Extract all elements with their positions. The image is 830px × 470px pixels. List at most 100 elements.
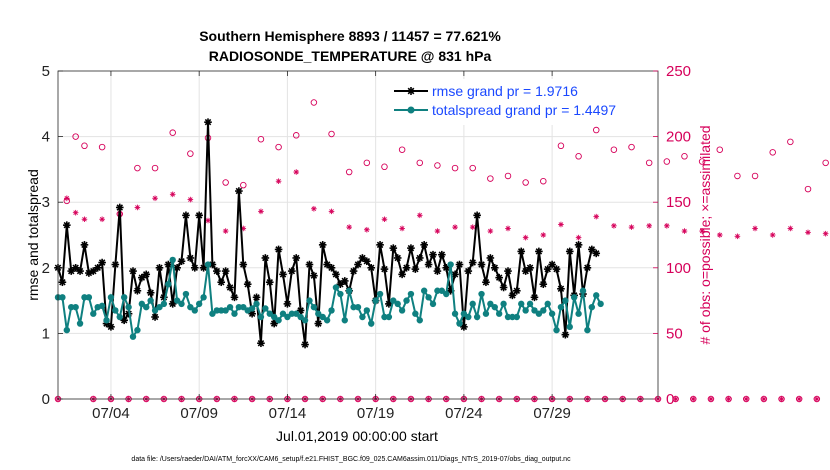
rmse-point — [221, 267, 230, 275]
rmse-point — [513, 286, 521, 295]
totalspread-point — [178, 300, 185, 308]
rmse-point — [535, 247, 543, 256]
totalspread-point — [129, 333, 137, 340]
totalspread-point — [451, 310, 459, 317]
totalspread-point — [165, 281, 172, 288]
rmse-point — [239, 260, 248, 269]
totalspread-point — [187, 303, 194, 311]
obs-assimilated-point — [699, 228, 705, 234]
obs-assimilated-point — [593, 213, 600, 220]
totalspread-point — [107, 294, 115, 301]
rmse-point — [292, 254, 301, 262]
rmse-point — [146, 288, 155, 297]
totalspread-point — [482, 310, 490, 317]
totalspread-point — [116, 313, 123, 321]
totalspread-point — [526, 300, 534, 308]
obs-assimilated-point — [743, 396, 750, 402]
obs-possible-point — [522, 179, 529, 186]
rmse-point — [486, 254, 495, 262]
obs-possible-point — [681, 153, 688, 160]
totalspread-point — [182, 290, 190, 298]
totalspread-point — [169, 256, 176, 264]
y-tick-label: 5 — [42, 63, 50, 80]
rmse-point — [265, 278, 274, 287]
obs-assimilated-point — [734, 233, 741, 240]
totalspread-point — [284, 313, 291, 321]
obs-assimilated-point — [222, 228, 229, 234]
totalspread-point — [495, 310, 503, 317]
rmse-point — [402, 264, 411, 272]
rmse-point — [261, 254, 270, 262]
obs-possible-point — [575, 153, 582, 160]
obs-assimilated-point — [258, 208, 264, 215]
obs-possible-point — [487, 175, 494, 182]
totalspread-point — [315, 310, 322, 317]
totalspread-point — [323, 317, 331, 324]
totalspread-point — [390, 297, 397, 304]
totalspread-point — [76, 320, 84, 327]
totalspread-point — [156, 303, 163, 311]
rmse-point — [217, 278, 226, 287]
obs-assimilated-point — [778, 396, 785, 402]
rmse-point — [548, 260, 556, 269]
rmse-point — [115, 203, 124, 212]
rmse-point — [464, 267, 473, 275]
obs-assimilated-point — [99, 216, 105, 223]
rmse-point — [195, 211, 203, 220]
rmse-point — [120, 316, 128, 325]
rmse-point — [451, 270, 459, 279]
totalspread-point — [509, 313, 516, 321]
rmse-point — [173, 264, 181, 272]
plot-frame — [57, 70, 659, 400]
totalspread-point — [557, 303, 565, 311]
obs-possible-point — [698, 158, 706, 165]
obs-possible-point — [363, 159, 371, 167]
totalspread-point — [213, 307, 221, 314]
totalspread-point — [469, 300, 476, 308]
rmse-point — [226, 283, 234, 292]
totalspread-point — [235, 303, 243, 311]
rmse-point — [71, 264, 80, 272]
totalspread-point — [266, 310, 273, 317]
chart-subtitle: RADIOSONDE_TEMPERATURE @ 831 hPa — [209, 48, 492, 64]
obs-assimilated-point — [690, 396, 697, 402]
totalspread-point — [412, 310, 419, 317]
rmse-point — [301, 340, 309, 349]
totalspread-point — [385, 313, 393, 321]
totalspread-point — [301, 317, 309, 324]
totalspread-point — [562, 297, 569, 304]
obs-assimilated-point — [81, 216, 88, 223]
totalspread-point — [518, 300, 525, 308]
x-tick-label: 07/04 — [92, 405, 130, 422]
obs-possible-point — [769, 149, 776, 156]
totalspread-point — [120, 294, 128, 301]
totalspread-point — [420, 287, 428, 294]
obs-assimilated-point — [364, 226, 370, 233]
totalspread-point — [544, 300, 551, 308]
obs-assimilated-point — [681, 228, 688, 234]
totalspread-point — [112, 307, 119, 314]
rmse-point — [389, 244, 398, 252]
rmse-point — [323, 260, 331, 269]
totalspread-point — [98, 302, 106, 310]
totalspread-point — [341, 317, 348, 324]
totalspread-point — [597, 300, 604, 308]
totalspread-point — [403, 297, 410, 304]
rmse-point — [257, 339, 265, 348]
obs-assimilated-point — [275, 178, 282, 185]
totalspread-point — [288, 310, 296, 317]
rmse-point — [490, 264, 499, 272]
obs-possible-point — [469, 164, 476, 172]
obs-assimilated-point — [575, 234, 582, 241]
obs-possible-point — [328, 130, 335, 138]
obs-possible-point — [628, 143, 635, 151]
ticks: 07/04 07/09 07/14 07/19 07/24 07/290123450501… — [42, 63, 691, 422]
totalspread-point — [345, 287, 353, 294]
x-tick-label: 07/29 — [533, 405, 571, 422]
totalspread-point — [465, 313, 472, 321]
rmse-point — [508, 291, 517, 300]
obs-possible-point — [610, 146, 618, 153]
y-tick-label: 0 — [42, 391, 50, 408]
obs-assimilated-point — [752, 225, 758, 232]
rmse-point — [495, 273, 503, 282]
